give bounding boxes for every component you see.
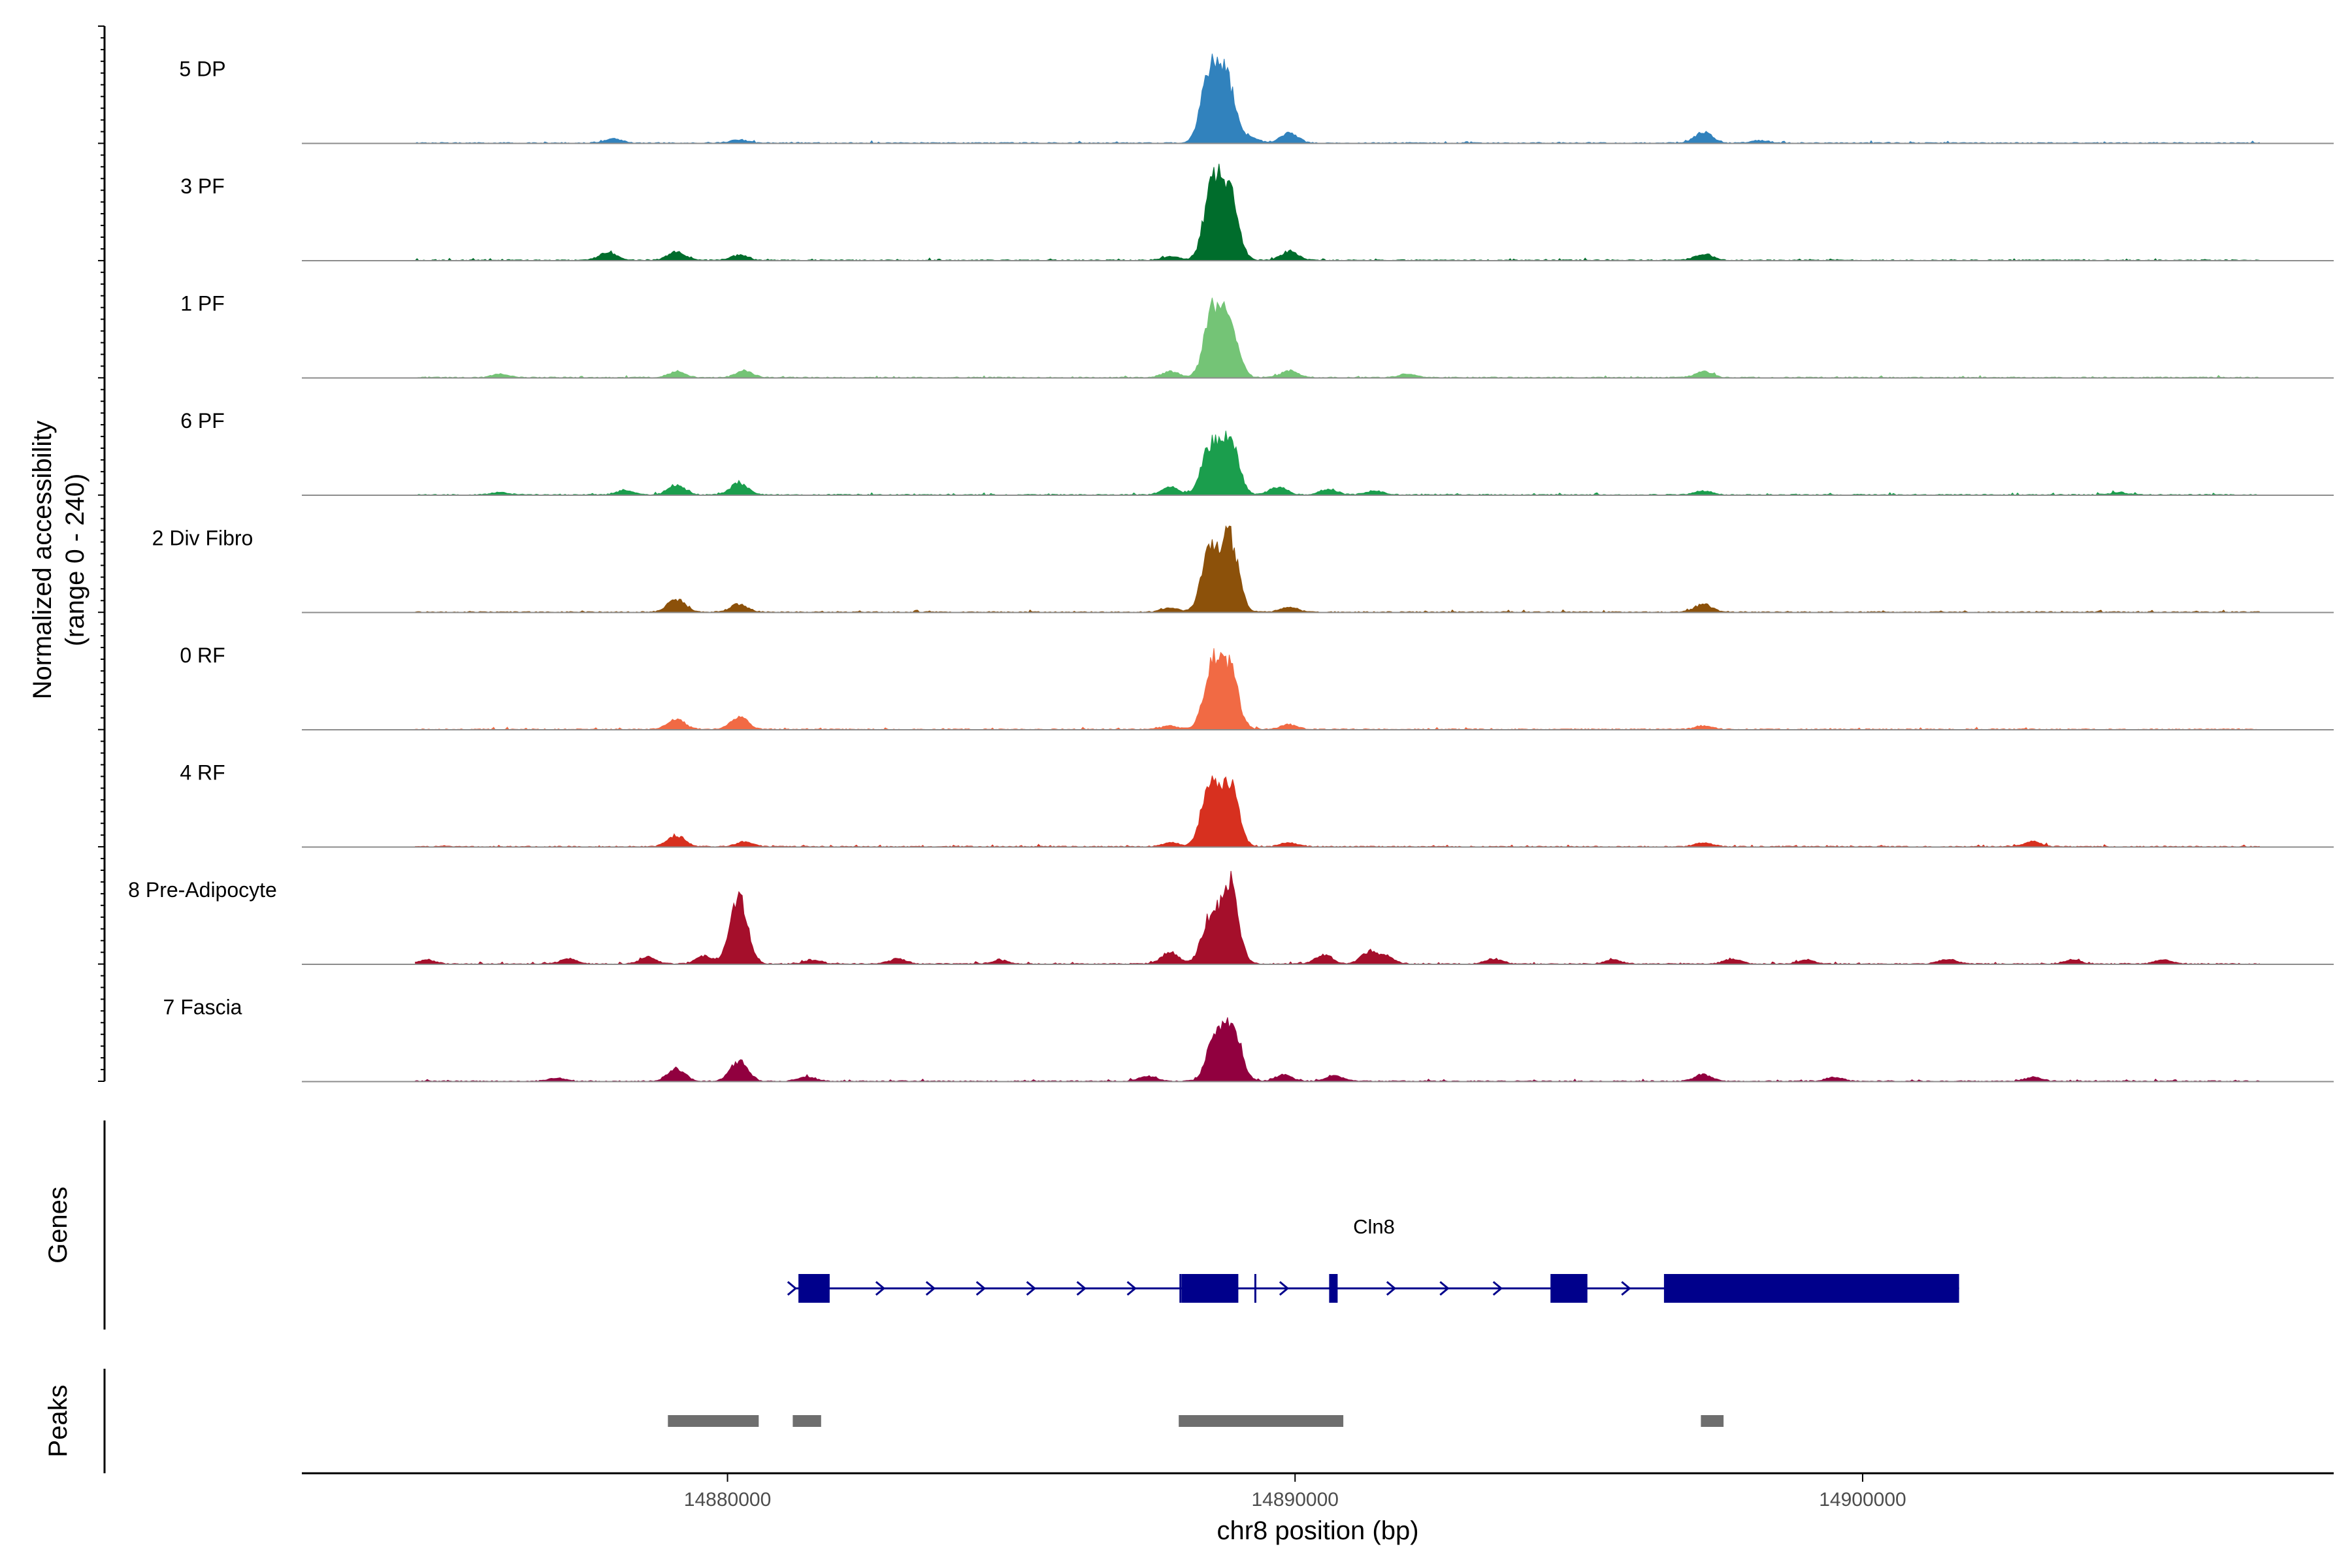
strand-arrow <box>1492 1281 1503 1296</box>
strand-arrow <box>1439 1281 1450 1296</box>
strand-arrow <box>1026 1281 1037 1296</box>
x-axis-ticks: 14880000 14890000 14900000 <box>684 1473 1906 1511</box>
strand-arrow <box>975 1281 987 1296</box>
x-tick-label: 14880000 <box>684 1489 771 1511</box>
track-label: 2 Div Fibro <box>152 527 253 550</box>
track-label: 7 Fascia <box>163 996 242 1019</box>
gene-exon <box>1663 1274 1959 1303</box>
coverage-area <box>415 648 2262 730</box>
track-2-div-fibro: 2 Div Fibro <box>152 525 2334 613</box>
x-tick-label: 14900000 <box>1819 1489 1906 1511</box>
track-1-pf: 1 PF <box>180 292 2334 379</box>
track-7-fascia: 7 Fascia <box>163 996 2334 1083</box>
coverage-area <box>415 297 2261 379</box>
track-label: 8 Pre-Adipocyte <box>128 878 277 902</box>
coverage-tracks: 5 DP 3 PF 1 PF 6 PF 2 Div Fibro 0 RF 4 RF 8 Pre… <box>128 54 2334 1083</box>
peak-region <box>792 1415 821 1427</box>
gene-exon <box>798 1274 830 1303</box>
strand-arrow <box>1076 1281 1086 1296</box>
coverage-area <box>415 525 2261 613</box>
track-label: 6 PF <box>180 409 225 433</box>
track-label: 4 RF <box>180 761 225 785</box>
y-axis-label-line1: Normalized accessibility <box>28 421 57 700</box>
strand-arrow <box>1621 1281 1631 1296</box>
track-label: 3 PF <box>180 174 225 198</box>
strand-arrow <box>875 1281 886 1296</box>
track-label: 5 DP <box>179 57 225 81</box>
gene-exon <box>1550 1274 1588 1303</box>
strand-arrow <box>925 1281 936 1296</box>
gene-label: Cln8 <box>1353 1215 1395 1238</box>
gene-model <box>787 1274 1959 1303</box>
strand-arrow <box>1279 1281 1290 1296</box>
track-3-pf: 3 PF <box>180 163 2334 261</box>
peak-region <box>1701 1415 1724 1427</box>
gene-exon <box>1329 1274 1338 1303</box>
coverage-area <box>415 1017 2261 1083</box>
x-axis-title: chr8 position (bp) <box>1217 1516 1418 1545</box>
coverage-y-axis <box>98 25 106 1082</box>
strand-arrow <box>1386 1281 1397 1296</box>
peak-regions <box>668 1415 1724 1427</box>
genes-track-label: Genes <box>44 1186 73 1264</box>
coverage-area <box>415 431 2261 496</box>
coverage-area <box>415 776 2261 848</box>
track-label: 0 RF <box>180 644 225 667</box>
track-0-rf: 0 RF <box>180 644 2334 730</box>
coverage-area <box>415 871 2261 965</box>
gene-exon <box>1181 1274 1239 1303</box>
x-tick-label: 14890000 <box>1252 1489 1339 1511</box>
coverage-area <box>415 54 2261 144</box>
peak-region <box>668 1415 759 1427</box>
track-8-pre-adipocyte: 8 Pre-Adipocyte <box>128 871 2334 965</box>
track-5-dp: 5 DP <box>179 54 2334 144</box>
coverage-area <box>415 163 2261 261</box>
track-6-pf: 6 PF <box>180 409 2334 496</box>
strand-arrow <box>1126 1281 1137 1296</box>
track-label: 1 PF <box>180 292 225 316</box>
strand-arrow <box>787 1281 798 1296</box>
peaks-track-label: Peaks <box>44 1384 73 1457</box>
y-axis-label-line2: (range 0 - 240) <box>61 474 90 647</box>
peak-region <box>1179 1415 1344 1427</box>
track-4-rf: 4 RF <box>180 761 2334 848</box>
